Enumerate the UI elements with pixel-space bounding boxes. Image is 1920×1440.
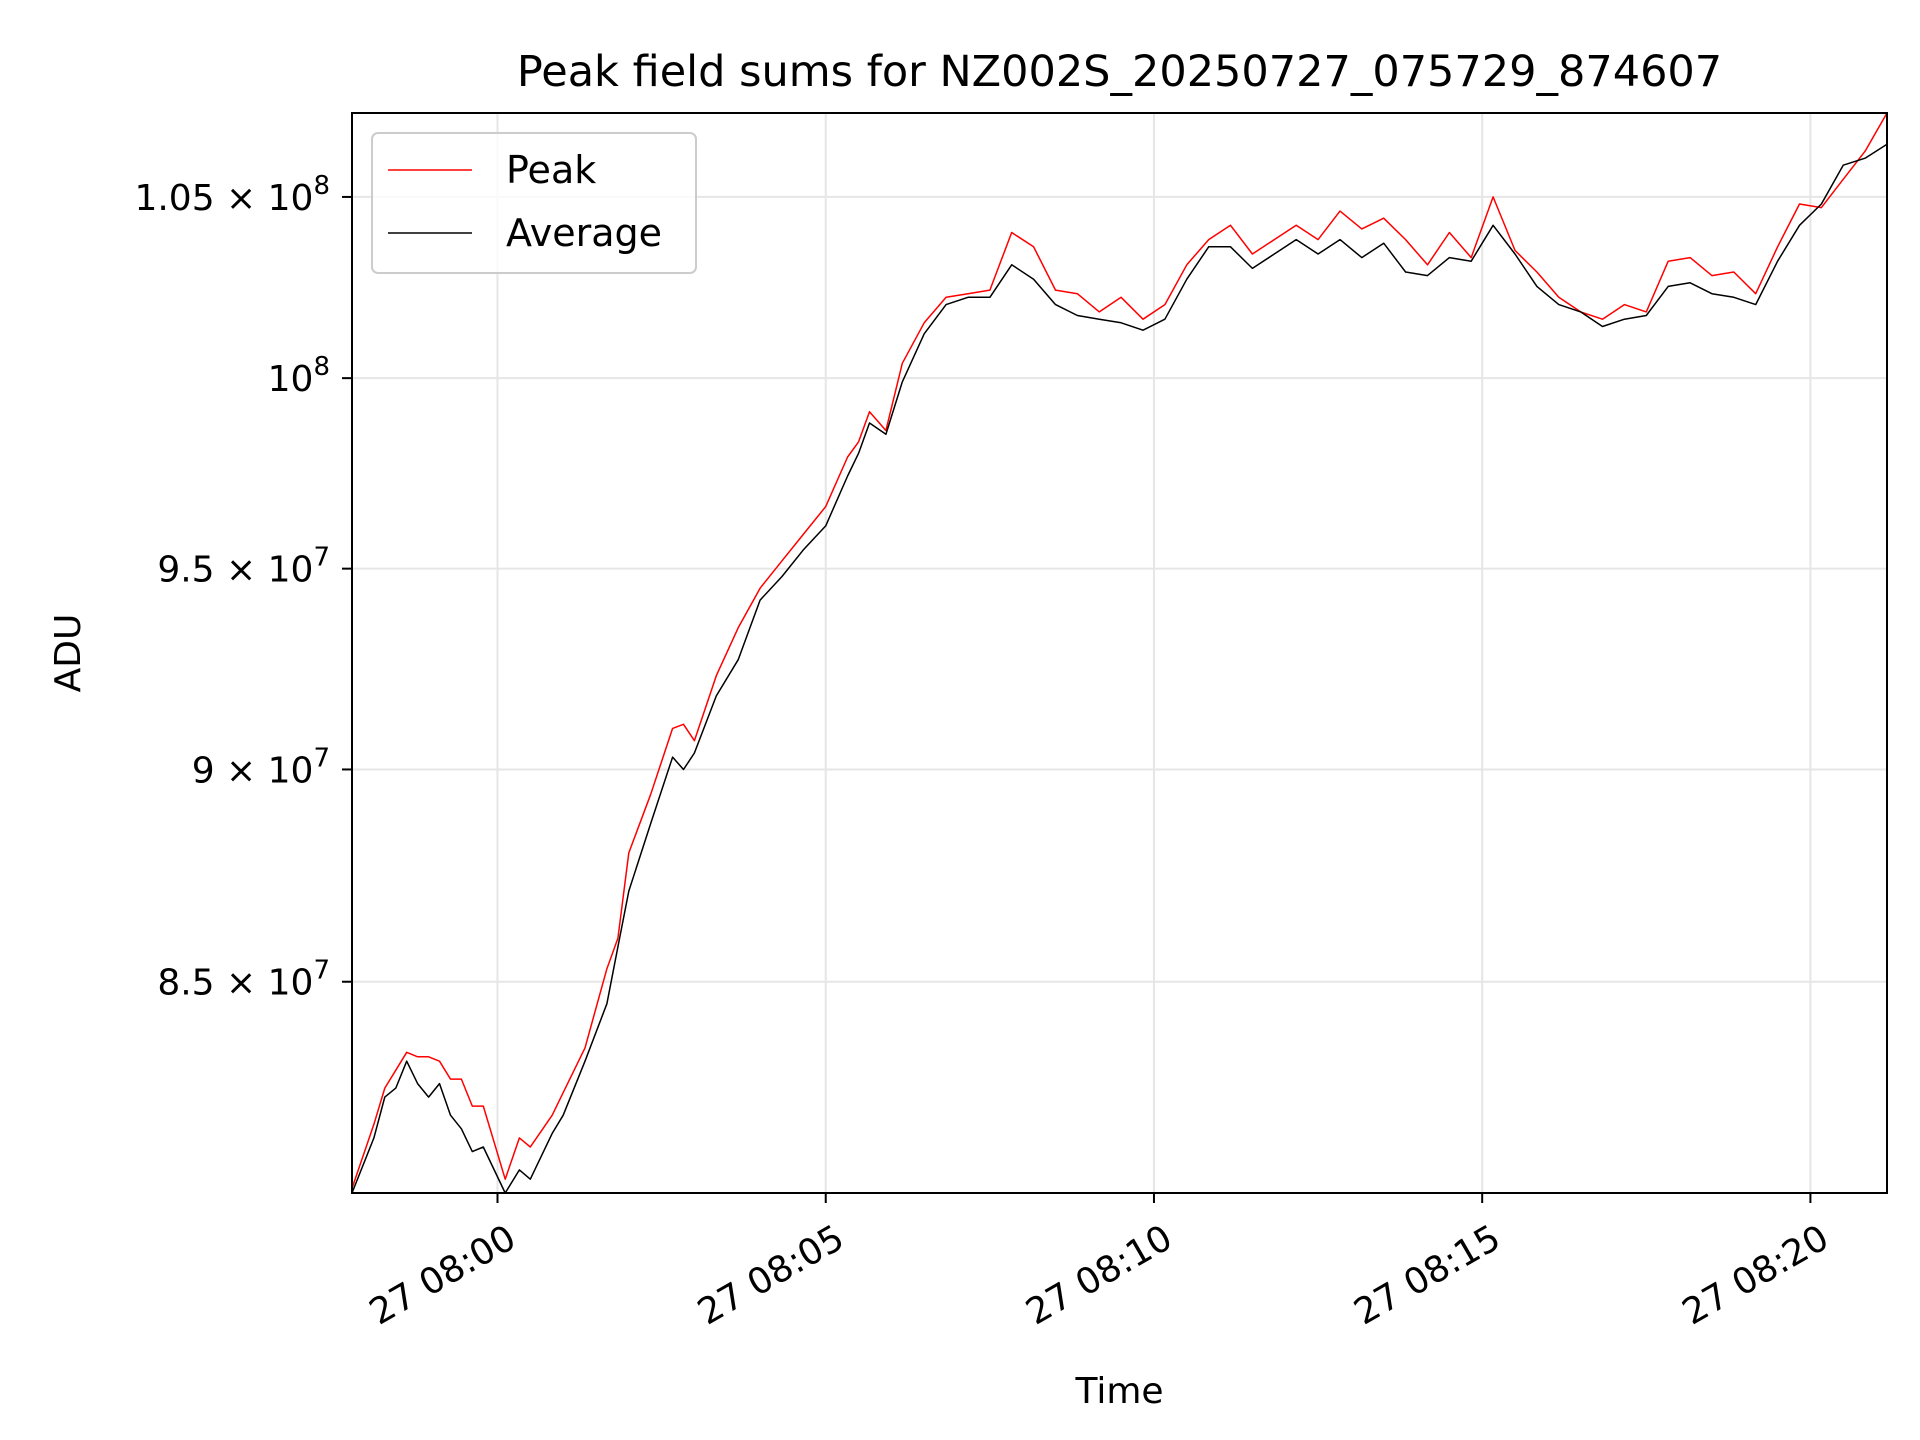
y-tick-label: 1.05 × 108 bbox=[134, 171, 330, 219]
y-tick-label: 108 bbox=[268, 352, 330, 400]
y-tick-label: 9 × 107 bbox=[192, 743, 330, 791]
legend-label-average: Average bbox=[506, 211, 662, 255]
series-line-peak bbox=[351, 112, 1888, 1189]
y-tick-label: 8.5 × 107 bbox=[157, 956, 330, 1004]
series-line-average bbox=[351, 143, 1888, 1194]
grid-layer bbox=[352, 113, 1887, 1193]
legend-box bbox=[371, 132, 697, 274]
chart-title: Peak field sums for NZ002S_20250727_0757… bbox=[517, 47, 1722, 97]
series-layer bbox=[351, 112, 1888, 1194]
legend-label-peak: Peak bbox=[506, 148, 596, 192]
plot-frame bbox=[351, 112, 1888, 1194]
y-axis-title: ADU bbox=[48, 614, 89, 693]
x-axis-title: Time bbox=[1074, 1371, 1163, 1412]
legend: Peak Average bbox=[371, 132, 697, 274]
y-tick-label: 9.5 × 107 bbox=[157, 543, 330, 591]
